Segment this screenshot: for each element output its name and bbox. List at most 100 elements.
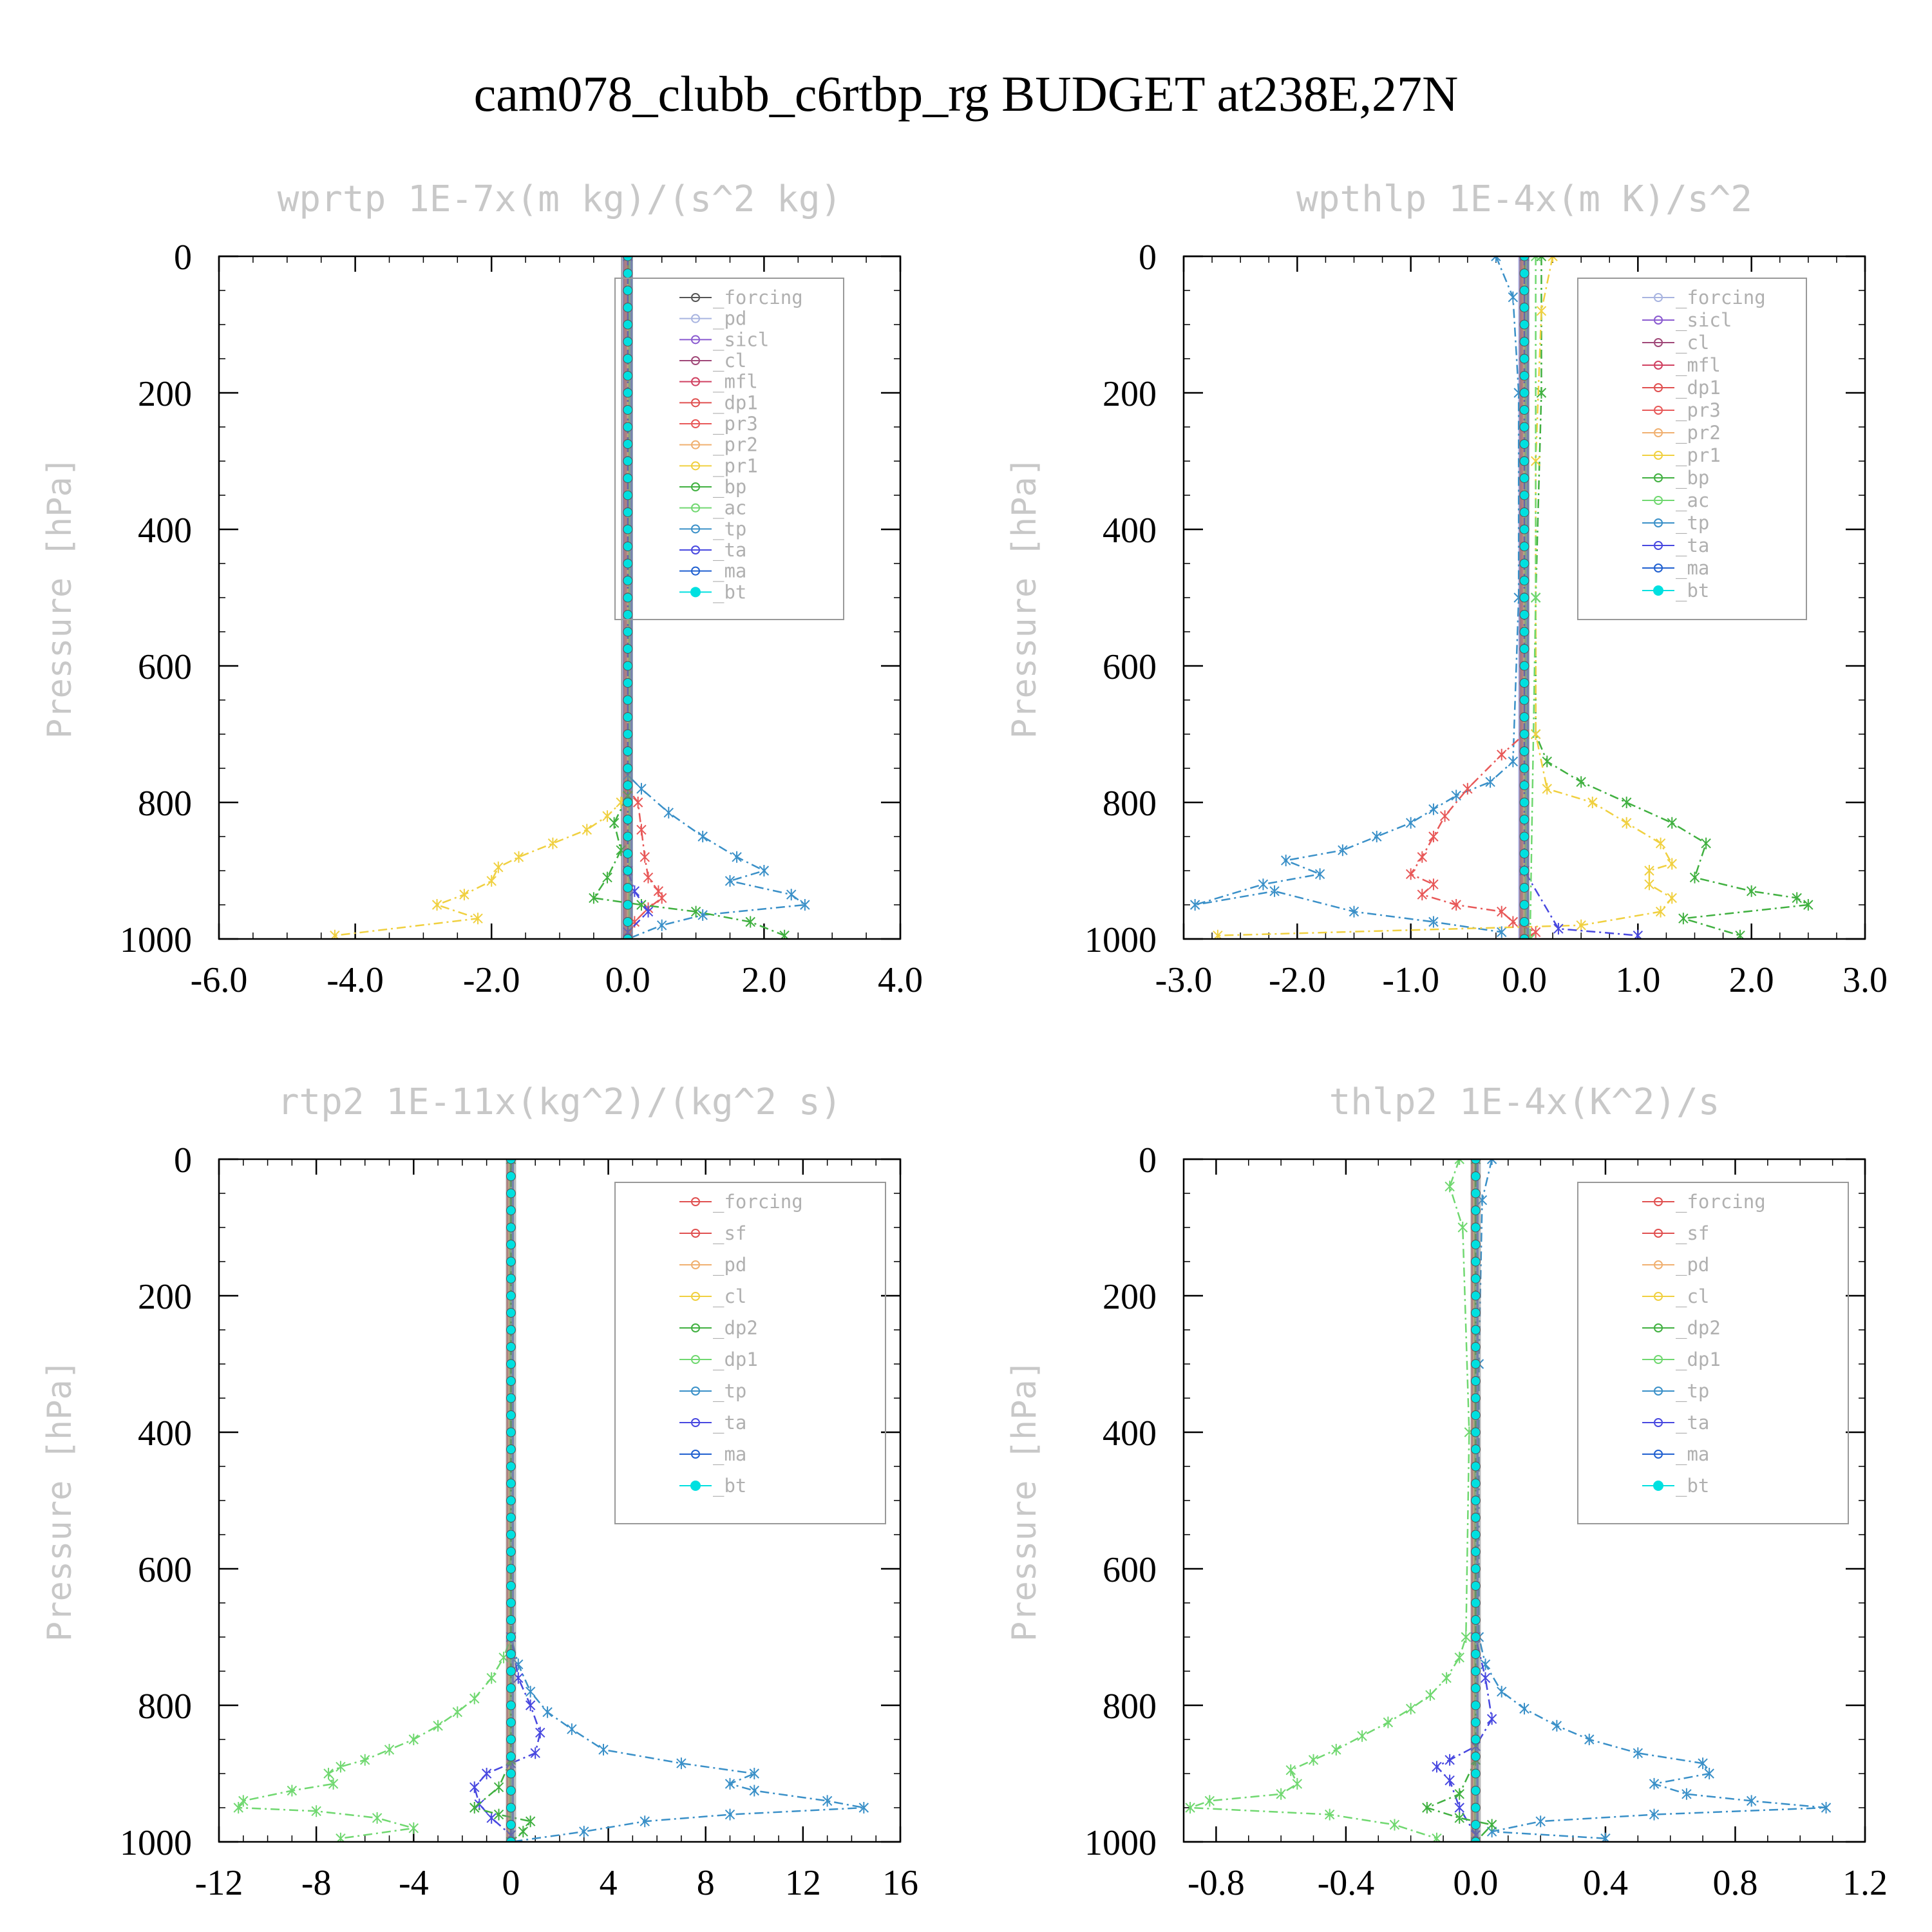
series-point-bp: [525, 1815, 536, 1828]
plot-frame: [1182, 1158, 1866, 1843]
series-point-bt: [1470, 1171, 1481, 1181]
legend-label: _ma: [1676, 1443, 1709, 1466]
series-point-bt: [506, 1547, 516, 1557]
series-point-ac: [328, 1777, 339, 1790]
series-point-bt: [1519, 661, 1530, 671]
series-point-bp: [1689, 871, 1700, 884]
series-line-pr3: [1409, 256, 1538, 939]
series-point-bt: [623, 319, 633, 330]
series-point-bt: [506, 1188, 516, 1198]
series-point-bt: [1519, 354, 1530, 364]
series-point-bp: [1576, 776, 1586, 788]
plot-area: [233, 1159, 869, 1842]
y-tick-label: 800: [138, 784, 192, 824]
series-point-pr3: [1451, 899, 1461, 911]
series-point-ta: [1444, 1774, 1455, 1786]
legend-label: _mfl: [1676, 354, 1721, 377]
series-point-bt: [1470, 1410, 1481, 1420]
series-point-bt: [1470, 1359, 1481, 1369]
legend: _forcing _sf _pd _cl _dp2 _dp1 _tp _ta _ma _bt: [1577, 1182, 1849, 1524]
legend-marker: [691, 398, 700, 408]
series-point-bt: [623, 439, 633, 449]
legend-marker: [690, 587, 701, 598]
series-point-tp: [542, 1706, 553, 1718]
legend-marker: [1654, 1323, 1663, 1332]
series-point-tp: [1428, 803, 1439, 815]
series-point-bp: [1454, 1788, 1464, 1800]
series-point-pr3: [1463, 782, 1473, 795]
series-point-bt: [623, 256, 633, 261]
series-point-tp: [822, 1795, 833, 1807]
series-point-bt: [506, 1461, 516, 1472]
series-point-bt: [1519, 422, 1530, 432]
series-line-bp: [1425, 1159, 1494, 1842]
series-point-bt: [1519, 883, 1530, 893]
legend-label: _ma: [713, 1443, 746, 1466]
legend-marker: [1654, 1197, 1663, 1206]
series-point-bt: [1519, 831, 1530, 842]
legend-label: _dp2: [713, 1317, 758, 1340]
series-point-pr3: [1439, 810, 1450, 822]
series-point-bt: [1519, 592, 1530, 603]
legend-label: _pd: [1676, 1254, 1709, 1276]
series-point-bp: [1678, 913, 1689, 925]
series-point-tp: [1584, 1734, 1595, 1745]
series-point-tp: [1486, 1159, 1497, 1165]
series-point-bt: [1519, 456, 1530, 466]
series-point-ta: [525, 1700, 536, 1711]
series-point-bt: [1519, 542, 1530, 551]
x-tick-label: -2.0: [463, 960, 520, 1000]
series-point-bt: [623, 934, 633, 939]
y-axis-label: Pressure [hPa]: [1005, 1359, 1044, 1642]
series-point-bt: [1470, 1206, 1481, 1215]
series-point-ac: [287, 1785, 298, 1797]
series-point-bt: [1470, 1837, 1481, 1842]
series-point-tp: [567, 1723, 577, 1736]
series-line-ac: [1189, 1159, 1470, 1839]
legend-label: _sicl: [713, 328, 769, 351]
series-line-pr1: [1217, 256, 1674, 936]
series-point-pr1: [1530, 728, 1541, 740]
legend-marker: [1654, 406, 1663, 415]
series-point-bt: [1519, 405, 1530, 415]
legend-label: _ta: [1676, 535, 1709, 557]
series-point-bt: [506, 1666, 516, 1676]
series-point-bt: [623, 490, 633, 500]
series-point-bt: [1470, 1547, 1481, 1557]
series-point-bt: [1519, 319, 1530, 330]
series-point-bt: [506, 1513, 516, 1522]
series-point-bp: [1803, 899, 1814, 911]
legend-marker: [1654, 383, 1663, 392]
series-point-bt: [506, 1393, 516, 1403]
series-point-bt: [1519, 746, 1530, 756]
legend-label: _pd: [713, 308, 746, 330]
legend-marker: [1654, 564, 1663, 573]
series-point-tp: [1821, 1802, 1832, 1814]
series-point-bt: [1470, 1393, 1481, 1403]
series-point-bt: [1519, 934, 1530, 939]
series-point-pr3: [643, 871, 654, 884]
series-point-ac: [238, 1795, 249, 1807]
series-point-bt: [1519, 695, 1530, 705]
legend-label: _ta: [713, 1412, 746, 1434]
legend-marker: [1654, 338, 1663, 347]
series-point-bt: [1519, 678, 1530, 688]
series-point-ac: [1444, 1180, 1455, 1193]
series-point-bt: [623, 354, 633, 364]
series-point-pr3: [632, 797, 643, 808]
series-point-bt: [1470, 1256, 1481, 1267]
x-tick-label: -4: [399, 1863, 429, 1903]
plot-frame: [1182, 255, 1866, 940]
legend-marker: [1654, 518, 1663, 527]
series-point-bt: [623, 371, 633, 381]
series-point-ta: [535, 1727, 545, 1739]
series-point-bt: [1519, 269, 1530, 278]
series-point-bt: [506, 1325, 516, 1335]
legend-label: _ma: [1676, 557, 1709, 580]
legend-marker: [691, 1323, 700, 1332]
series-point-ac: [408, 1822, 419, 1834]
legend-marker: [691, 1355, 700, 1364]
y-tick-label: 600: [138, 647, 192, 687]
series-point-ac: [1357, 1730, 1367, 1742]
